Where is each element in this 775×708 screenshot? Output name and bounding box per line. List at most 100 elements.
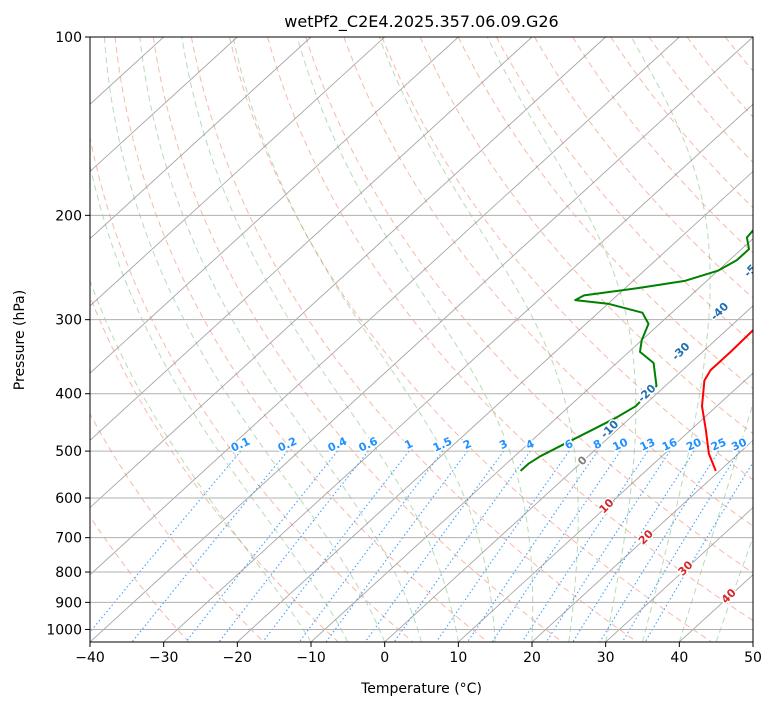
mixing-ratio-line [364,450,505,642]
y-tick-label: 400 [55,387,82,403]
moist-adiabat [630,37,711,642]
mixing-ratio-label: 0.2 [276,435,299,455]
x-tick-label: −40 [75,650,105,666]
moist-adiabat [232,37,496,642]
dry-adiabat [343,37,753,527]
isotherm [458,372,753,642]
isotherm [384,305,753,642]
chart-title: wetPf2_C2E4.2025.357.06.09.G26 [284,12,558,32]
temperature-line [701,328,753,472]
y-tick-label: 100 [55,30,82,46]
pressure-grid [90,37,753,630]
x-tick-label: 20 [523,650,541,666]
moist-adiabat [296,37,534,642]
isotherm [90,37,459,374]
mixing-ratio-line [435,450,570,642]
mixing-ratio-line [521,450,649,642]
plot-frame [89,36,754,643]
moist-adiabat [90,279,312,642]
dry-adiabat [724,37,753,72]
moist-adiabat [486,37,637,642]
y-axis-label: Pressure (hPa) [12,290,28,390]
dry-adiabat-label: -10 [598,417,621,440]
y-tick-label: 900 [55,595,82,611]
moist-adiabat [181,37,459,642]
dry-adiabat [114,37,488,642]
dry-adiabat [90,412,264,642]
x-tick-label: −10 [296,650,326,666]
dry-adiabat [190,37,638,642]
isotherm [237,170,753,642]
isotherm [90,37,533,441]
x-tick-label: −20 [223,650,253,666]
dry-adiabat-label: -30 [669,340,692,363]
moist-adiabat [378,37,579,642]
isotherm [605,506,753,642]
dry-adiabat [90,515,190,642]
mixing-ratio-line [621,450,740,642]
isotherm [90,37,385,307]
dewpoint-line [519,228,753,472]
moist-adiabat [103,37,386,642]
x-tick-label: 40 [670,650,688,666]
mixing-ratio-line [218,450,369,642]
y-tick-label: 800 [55,565,82,581]
mixing-ratio-line [572,450,695,642]
y-tick-label: 200 [55,208,82,224]
mixing-ratio-line [185,450,339,642]
x-tick-label: −30 [149,650,179,666]
mixing-ratio-label: 36 [750,435,770,453]
mixing-ratio-line [545,450,671,642]
moist-adiabat [90,163,349,642]
moist-adiabat [139,37,422,642]
x-tick-label: 10 [449,650,467,666]
mixing-ratio-label: 4 [524,437,537,452]
mixing-ratio-label: 0.1 [229,435,252,455]
dry-adiabat [267,37,753,622]
mixing-ratio-line [599,450,720,642]
mixing-ratio-line [298,450,444,642]
mixing-ratio-label: 0.4 [326,434,349,454]
dry-adiabat [610,37,753,209]
dry-adiabat [648,37,753,164]
y-tick-label: 1000 [46,622,82,638]
mixing-ratio-line [491,450,621,642]
x-tick-label: 30 [597,650,615,666]
dry-adiabat [90,295,339,642]
moist-adiabat [715,535,753,642]
y-tick-label: 700 [55,531,82,547]
dry-adiabat-label: -20 [635,381,658,404]
dry-adiabat [763,37,775,642]
mixing-ratio-label: 0.6 [357,434,380,454]
dry-adiabat [419,37,753,435]
mixing-ratio-label: 3 [497,437,509,452]
dry-adiabat [152,37,563,642]
x-tick-label: 50 [744,650,762,666]
isotherm [90,37,238,173]
isotherm [90,37,606,509]
isotherm [752,641,753,642]
isotherm [90,37,753,642]
isotherm [90,37,680,576]
dry-adiabat [686,37,753,118]
mixing-ratio-line [393,450,531,642]
profile-series [519,228,753,472]
mixing-ratio-label: 1 [403,437,415,452]
mixing-ratio-label: 2 [461,437,473,452]
x-tick-label: 0 [380,650,389,666]
mixing-ratio-line [131,450,289,642]
background-lines [90,37,775,642]
y-tick-label: 300 [55,313,82,329]
dry-adiabat [457,37,753,389]
x-axis-label: Temperature (°C) [360,681,482,697]
y-axis-ticks: 1000 900 800 700 600 500 400 300 200 100 [46,30,90,638]
mixing-ratio-line [467,450,599,642]
mixing-ratio-line [262,450,410,642]
mixing-ratio-line [325,450,468,642]
mixing-ratio-line [90,450,242,633]
y-tick-label: 600 [55,491,82,507]
isotherm [163,103,753,642]
x-axis-ticks: −40 −30 −20 −10 0 10 20 30 40 50 [75,642,762,666]
